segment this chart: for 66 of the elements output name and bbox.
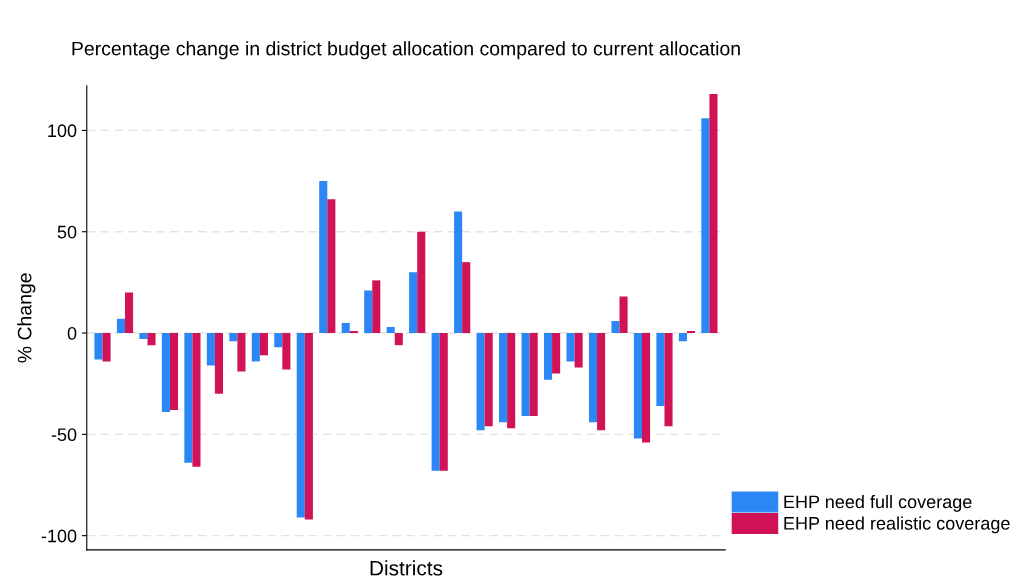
- bar: [521, 333, 530, 417]
- bar: [588, 333, 598, 423]
- bar: [214, 333, 223, 394]
- bar: [597, 333, 606, 431]
- bar: [462, 262, 471, 334]
- bar: [206, 333, 215, 366]
- bar: [147, 333, 156, 346]
- bar: [372, 280, 381, 334]
- y-tick-label: -100: [41, 529, 77, 543]
- bar: [454, 211, 463, 334]
- bar: [476, 333, 485, 431]
- bar: [229, 333, 238, 342]
- bar: [259, 333, 268, 356]
- legend-label: EHP need realistic coverage: [784, 516, 1010, 534]
- y-axis-title: % Change: [17, 273, 36, 363]
- bar: [499, 333, 508, 423]
- bar: [633, 333, 642, 439]
- chart-title: Percentage change in district budget allocation compared to current allocation: [72, 41, 740, 60]
- bar: [611, 320, 620, 334]
- bar: [296, 333, 305, 518]
- bar: [439, 333, 448, 471]
- bar: [192, 333, 201, 467]
- bar: [94, 333, 103, 360]
- bar: [678, 333, 687, 342]
- bar: [319, 181, 328, 334]
- bar: [139, 333, 148, 340]
- bar: [641, 333, 651, 443]
- bar: [507, 333, 516, 429]
- bar: [327, 199, 336, 334]
- bar: [251, 333, 260, 362]
- bar: [237, 333, 246, 372]
- bar: [349, 331, 358, 334]
- bar: [664, 333, 673, 427]
- bar: [102, 333, 111, 362]
- bar: [686, 331, 696, 334]
- bar: [282, 333, 291, 370]
- bar: [124, 292, 134, 334]
- bar: [341, 322, 350, 334]
- bar: [409, 272, 418, 334]
- bar: [566, 333, 575, 362]
- bar: [161, 333, 170, 413]
- bar: [552, 333, 561, 374]
- bar: [417, 231, 426, 334]
- bar: [574, 333, 583, 368]
- bar: [701, 118, 710, 334]
- bar: [116, 318, 125, 334]
- y-tick-label: 100: [48, 124, 77, 138]
- legend-label: EHP need full coverage: [784, 494, 972, 512]
- y-tick-label: -50: [51, 428, 77, 442]
- bar: [394, 333, 403, 346]
- y-tick-label: 50: [57, 225, 77, 239]
- bar: [619, 296, 628, 334]
- bar: [386, 326, 395, 334]
- bar: [274, 333, 283, 348]
- bar: [431, 333, 440, 471]
- bar: [304, 333, 313, 520]
- bar: [484, 333, 493, 427]
- bar: [169, 333, 179, 411]
- bar: [709, 93, 718, 334]
- bar: [656, 333, 665, 406]
- bar: [184, 333, 193, 463]
- x-axis-title: Districts: [370, 560, 443, 576]
- bar: [364, 290, 373, 334]
- bar: [529, 333, 538, 417]
- bar: [543, 333, 553, 380]
- y-tick-label: 0: [67, 326, 77, 340]
